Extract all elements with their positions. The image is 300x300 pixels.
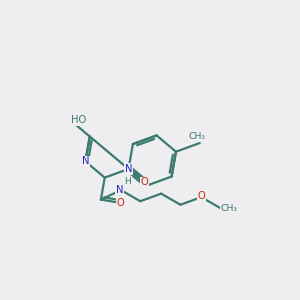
Text: HO: HO — [71, 115, 86, 125]
Text: N: N — [82, 156, 89, 167]
Text: H: H — [124, 177, 131, 186]
Text: CH₃: CH₃ — [188, 132, 205, 141]
Text: N: N — [116, 184, 123, 194]
Text: O: O — [116, 198, 124, 208]
Text: O: O — [197, 191, 205, 201]
Text: N: N — [125, 164, 132, 174]
Text: CH₃: CH₃ — [220, 204, 237, 213]
Text: O: O — [140, 177, 148, 187]
